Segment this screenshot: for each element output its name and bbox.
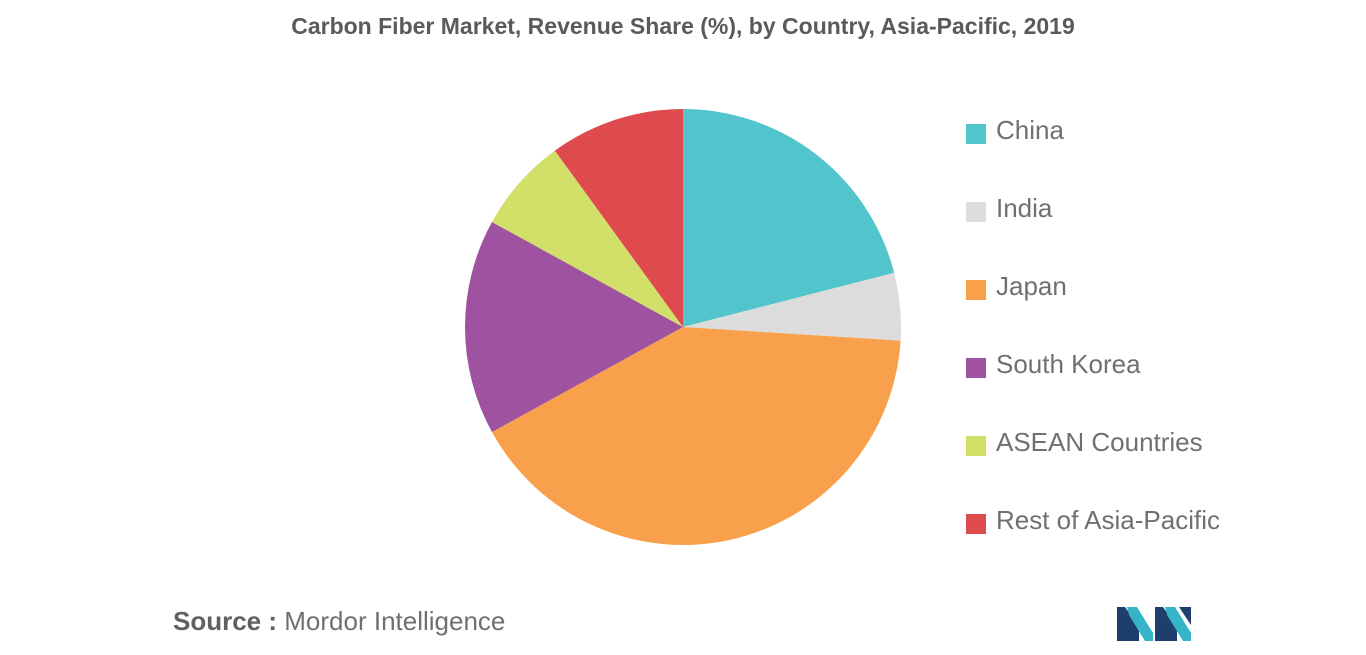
chart-title: Carbon Fiber Market, Revenue Share (%), … [291, 13, 1075, 39]
legend-label: Rest of Asia-Pacific [996, 505, 1220, 535]
legend-label: China [996, 115, 1064, 145]
legend-label: India [996, 193, 1053, 223]
pie-slice-rest-of-asia-pacific [554, 108, 683, 327]
pie-slice-india [683, 272, 901, 341]
legend-label: South Korea [996, 349, 1141, 379]
legend-swatch [966, 202, 986, 222]
pie-slice-japan [491, 327, 901, 545]
legend-swatch [966, 280, 986, 300]
mordor-intelligence-logo-icon [1117, 607, 1191, 641]
legend-swatch [966, 436, 986, 456]
pie-slice-china [683, 109, 895, 327]
legend-swatch [966, 514, 986, 534]
pie-slice-south-korea [465, 221, 683, 433]
legend-label: ASEAN Countries [996, 427, 1203, 457]
source-text: Mordor Intelligence [284, 606, 506, 636]
legend-label: Japan [996, 271, 1067, 301]
source-label: Source : [173, 606, 278, 636]
legend-swatch [966, 358, 986, 378]
pie-slice-asean-countries [491, 150, 683, 327]
source-note: Source : Mordor Intelligence [173, 606, 505, 637]
legend-swatch [966, 124, 986, 144]
